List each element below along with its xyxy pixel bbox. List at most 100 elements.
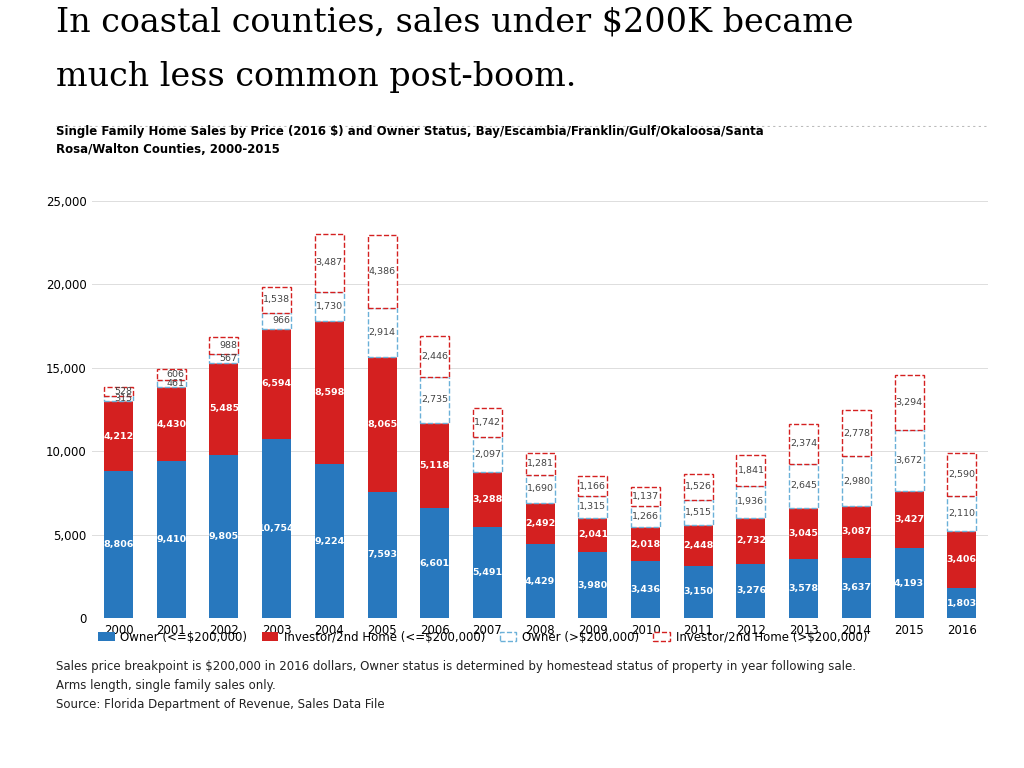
Text: 2,590: 2,590	[948, 470, 975, 479]
Text: 5,118: 5,118	[420, 461, 450, 470]
Bar	[473, 408, 502, 437]
Text: 1,281: 1,281	[526, 459, 554, 468]
Text: In coastal counties, sales under $200K became: In coastal counties, sales under $200K b…	[56, 6, 854, 38]
Text: 1,166: 1,166	[580, 482, 606, 491]
Bar	[947, 496, 976, 531]
Bar	[420, 377, 450, 422]
Text: 4,430: 4,430	[157, 420, 186, 429]
Bar	[947, 531, 976, 588]
Bar	[157, 387, 185, 462]
Text: 10,754: 10,754	[258, 524, 295, 533]
Text: 8,598: 8,598	[314, 388, 344, 397]
Bar	[790, 558, 818, 618]
Bar	[104, 387, 133, 396]
Bar	[104, 396, 133, 401]
Bar	[525, 545, 555, 618]
Text: 3,087: 3,087	[842, 528, 871, 536]
Text: 2,446: 2,446	[421, 352, 449, 361]
Bar	[736, 485, 766, 518]
Bar	[473, 527, 502, 618]
Text: 2,980: 2,980	[843, 477, 869, 485]
Text: 2,778: 2,778	[843, 429, 869, 438]
Bar	[104, 401, 133, 472]
Text: 1,936: 1,936	[737, 498, 765, 506]
Text: 5,491: 5,491	[472, 568, 503, 577]
Text: 1,526: 1,526	[685, 482, 712, 492]
Bar	[842, 506, 870, 558]
Text: 3,487: 3,487	[315, 258, 343, 267]
Text: 988: 988	[219, 341, 238, 350]
Bar	[684, 499, 713, 525]
Bar	[210, 337, 239, 353]
Bar	[895, 491, 924, 548]
Text: much less common post-boom.: much less common post-boom.	[56, 61, 577, 94]
Bar	[842, 456, 870, 506]
Bar	[157, 379, 185, 387]
Text: 6,601: 6,601	[420, 558, 450, 568]
Text: 2,492: 2,492	[525, 519, 555, 528]
Bar	[736, 455, 766, 485]
Bar	[420, 422, 450, 508]
Bar	[157, 369, 185, 379]
Text: 3,672: 3,672	[895, 456, 923, 465]
Text: 3,980: 3,980	[578, 581, 608, 590]
Bar	[262, 439, 291, 618]
Text: 1,538: 1,538	[263, 295, 290, 304]
Text: 3,294: 3,294	[895, 398, 923, 407]
Bar	[684, 525, 713, 566]
Bar	[684, 474, 713, 499]
Bar	[368, 308, 396, 357]
Bar	[262, 329, 291, 439]
Bar	[631, 506, 660, 527]
Bar	[368, 235, 396, 308]
Text: 315: 315	[114, 394, 132, 403]
Bar	[631, 561, 660, 618]
Text: 1,730: 1,730	[315, 302, 343, 311]
Text: 606: 606	[167, 370, 184, 379]
Text: 2,448: 2,448	[683, 541, 714, 550]
Text: 2,914: 2,914	[369, 328, 395, 337]
Bar	[210, 353, 239, 363]
Text: 461: 461	[167, 379, 184, 388]
Bar	[525, 475, 555, 503]
Bar	[157, 462, 185, 618]
Text: 3,427: 3,427	[894, 515, 925, 525]
Text: 1,515: 1,515	[685, 508, 712, 517]
Bar	[736, 518, 766, 564]
Text: 3,436: 3,436	[631, 585, 660, 594]
Text: 3,276: 3,276	[736, 587, 766, 595]
Text: 4,212: 4,212	[103, 432, 134, 441]
Text: 5,485: 5,485	[209, 404, 239, 413]
Text: 6,594: 6,594	[261, 379, 292, 389]
Bar	[631, 527, 660, 561]
Text: 2,110: 2,110	[948, 509, 975, 518]
Text: 2,645: 2,645	[791, 481, 817, 490]
Text: 1,137: 1,137	[632, 492, 659, 501]
Text: 2,097: 2,097	[474, 450, 501, 458]
Bar	[579, 518, 607, 552]
Bar	[895, 430, 924, 491]
Bar	[579, 552, 607, 618]
Text: 3,406: 3,406	[947, 555, 977, 564]
Text: 4,386: 4,386	[369, 267, 395, 276]
Text: 3,637: 3,637	[842, 584, 871, 592]
Text: 8,806: 8,806	[103, 540, 134, 549]
Text: 4,193: 4,193	[894, 579, 925, 588]
Bar	[368, 357, 396, 492]
Text: 4,429: 4,429	[525, 577, 555, 586]
Text: 966: 966	[272, 316, 290, 325]
Bar	[210, 363, 239, 455]
Bar	[895, 375, 924, 430]
Bar	[947, 588, 976, 618]
Bar	[420, 336, 450, 377]
Text: 8,065: 8,065	[367, 420, 397, 429]
Text: 9,410: 9,410	[156, 535, 186, 545]
Text: 9,224: 9,224	[314, 537, 344, 546]
Text: 1,841: 1,841	[737, 466, 765, 475]
Bar	[314, 292, 344, 321]
Text: 3,045: 3,045	[788, 528, 818, 538]
Text: Single Family Home Sales by Price (2016 $) and Owner Status, Bay/Escambia/Frankl: Single Family Home Sales by Price (2016 …	[56, 125, 764, 156]
Bar	[579, 496, 607, 518]
Text: 1,266: 1,266	[632, 512, 659, 521]
Bar	[314, 321, 344, 465]
